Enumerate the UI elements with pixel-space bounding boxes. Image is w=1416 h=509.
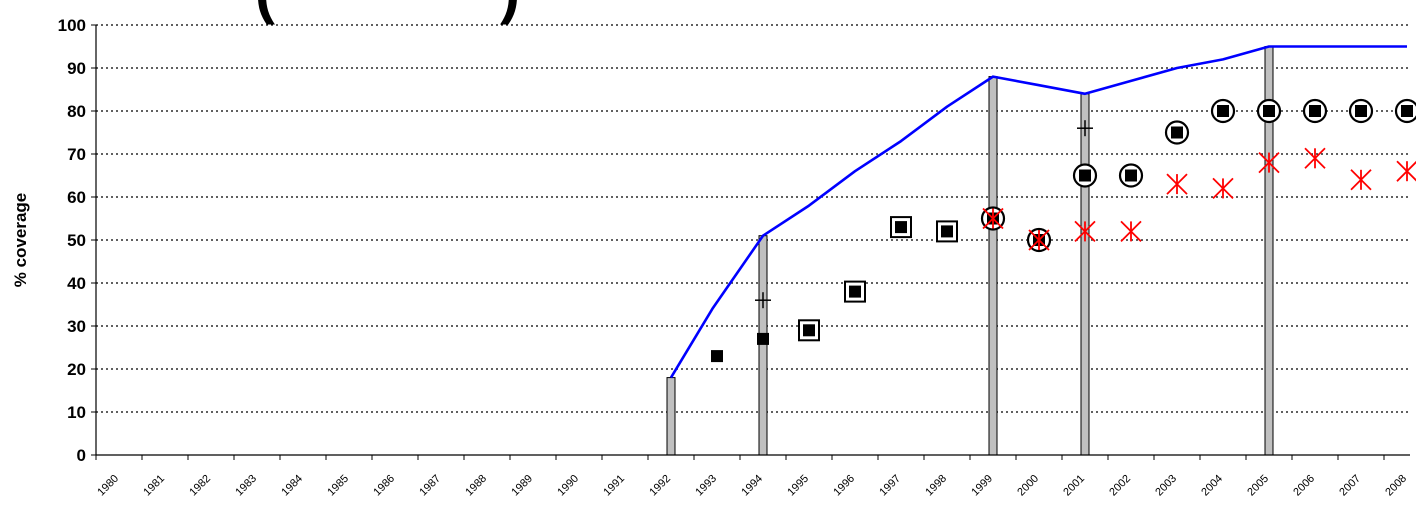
coverage-line	[669, 45, 1407, 379]
coverage-line-group	[669, 45, 1407, 379]
star-marker-2001.5	[1074, 220, 1096, 243]
circle-fill	[1355, 105, 1367, 117]
circled-square-marker-2002.5	[1118, 163, 1144, 188]
x-tick-label-1986: 1986	[371, 473, 397, 499]
circled-square-marker-2005.5	[1256, 98, 1282, 124]
circle-fill	[1171, 126, 1183, 139]
x-tick-label-1983: 1983	[233, 473, 259, 499]
bars	[666, 46, 1274, 456]
x-tick-label-1993: 1993	[693, 473, 719, 499]
star-marker-2004.5	[1212, 177, 1234, 200]
y-tick-label-0: 0	[77, 446, 86, 465]
x-tick-label-1984: 1984	[279, 473, 305, 499]
circled-square-marker-2004.5	[1210, 98, 1236, 124]
x-tick-label-1985: 1985	[325, 473, 351, 499]
x-tick-label-1992: 1992	[647, 473, 673, 499]
box-fill	[895, 221, 907, 234]
plus-marker-1994.5	[755, 292, 771, 309]
circle-fill	[1263, 105, 1275, 117]
x-tick-label-1997: 1997	[877, 473, 903, 499]
chart-title: (	[255, 0, 275, 25]
star-marker-2008.5	[1396, 160, 1416, 182]
x-tick-label-1982: 1982	[187, 473, 213, 499]
x-tick-label-1994: 1994	[739, 473, 765, 499]
x-tick-label-1999: 1999	[969, 473, 995, 499]
box-fill	[803, 324, 815, 337]
x-tick-label-2006: 2006	[1291, 473, 1317, 499]
y-tick-label-90: 90	[67, 59, 86, 78]
box-fill	[849, 285, 861, 298]
star-marker-2003.5	[1166, 173, 1188, 195]
filled-square-marker-1994.5	[757, 332, 769, 345]
x-tick-label-2000: 2000	[1015, 473, 1041, 499]
x-tick-label-1980: 1980	[95, 473, 121, 499]
boxed-square-marker-1997.5	[890, 216, 912, 239]
x-tick-label-2008: 2008	[1383, 473, 1409, 499]
x-tick-label-2003: 2003	[1153, 473, 1179, 499]
chart-title-tail: )	[500, 0, 520, 25]
x-tick-label-1995: 1995	[785, 473, 811, 499]
gridlines	[96, 24, 1410, 413]
x-tick-label-1996: 1996	[831, 473, 857, 499]
y-tick-label-30: 30	[67, 317, 86, 336]
bar-2001.5	[1080, 93, 1090, 456]
circled-square-marker-2008.5	[1394, 98, 1416, 124]
x-tick-label-1989: 1989	[509, 473, 535, 499]
y-tick-label-80: 80	[67, 102, 86, 121]
star-marker-2007.5	[1350, 169, 1372, 191]
x-tick-labels: 1980 1981 1982 1983 1984 1985 1986 1987 1988 1989…	[95, 473, 1409, 499]
x-tick-label-2007: 2007	[1337, 473, 1363, 499]
star-marker-2002.5	[1120, 220, 1142, 243]
boxed-square-marker-1995.5	[798, 319, 820, 342]
x-tick-label-1998: 1998	[923, 473, 949, 499]
x-tick-label-1991: 1991	[601, 473, 627, 499]
axes	[91, 24, 1410, 460]
circled-square-marker-2007.5	[1348, 98, 1374, 124]
y-tick-label-40: 40	[67, 274, 86, 293]
x-tick-label-1988: 1988	[463, 473, 489, 499]
circle-fill	[1125, 169, 1137, 182]
star-marker-2005.5	[1258, 151, 1280, 174]
star-marker-1999.5	[982, 207, 1004, 230]
x-tick-label-2004: 2004	[1199, 473, 1225, 499]
circle-fill	[1079, 169, 1091, 182]
y-tick-label-50: 50	[67, 231, 86, 250]
bar-1992.5	[666, 377, 676, 456]
x-tick-label-2005: 2005	[1245, 473, 1271, 499]
plus-marker-2001.5	[1077, 120, 1093, 137]
x-tick-label-1981: 1981	[141, 473, 167, 499]
circle-fill	[1401, 105, 1413, 117]
circled-square-marker-2001.5	[1072, 163, 1098, 188]
star-marker-2000.5	[1028, 229, 1050, 251]
x-tick-label-2001: 2001	[1061, 473, 1087, 499]
box-fill	[941, 225, 953, 238]
x-tick-label-1987: 1987	[417, 473, 443, 499]
y-axis-label: % coverage	[11, 193, 30, 288]
circled-square-marker-2006.5	[1302, 98, 1328, 124]
filled-square-marker-1993.5	[711, 350, 723, 363]
bar-1999.5	[988, 76, 998, 456]
circle-fill	[1217, 105, 1229, 117]
circle-fill	[1309, 105, 1321, 117]
circled-square-marker-2003.5	[1164, 120, 1190, 145]
boxed-square-marker-1996.5	[844, 280, 866, 303]
markers	[711, 98, 1416, 363]
x-tick-label-2002: 2002	[1107, 473, 1133, 499]
y-tick-label-70: 70	[67, 145, 86, 164]
y-tick-labels: 0 10 20 30 40 50 60 70 80 90 100	[58, 16, 86, 465]
bar-1994.5	[758, 235, 768, 456]
y-tick-label-20: 20	[67, 360, 86, 379]
y-tick-label-60: 60	[67, 188, 86, 207]
boxed-square-marker-1998.5	[936, 220, 958, 243]
x-tick-label-1990: 1990	[555, 473, 581, 499]
y-tick-label-10: 10	[67, 403, 86, 422]
star-marker-2006.5	[1304, 147, 1326, 169]
y-tick-label-100: 100	[58, 16, 86, 35]
